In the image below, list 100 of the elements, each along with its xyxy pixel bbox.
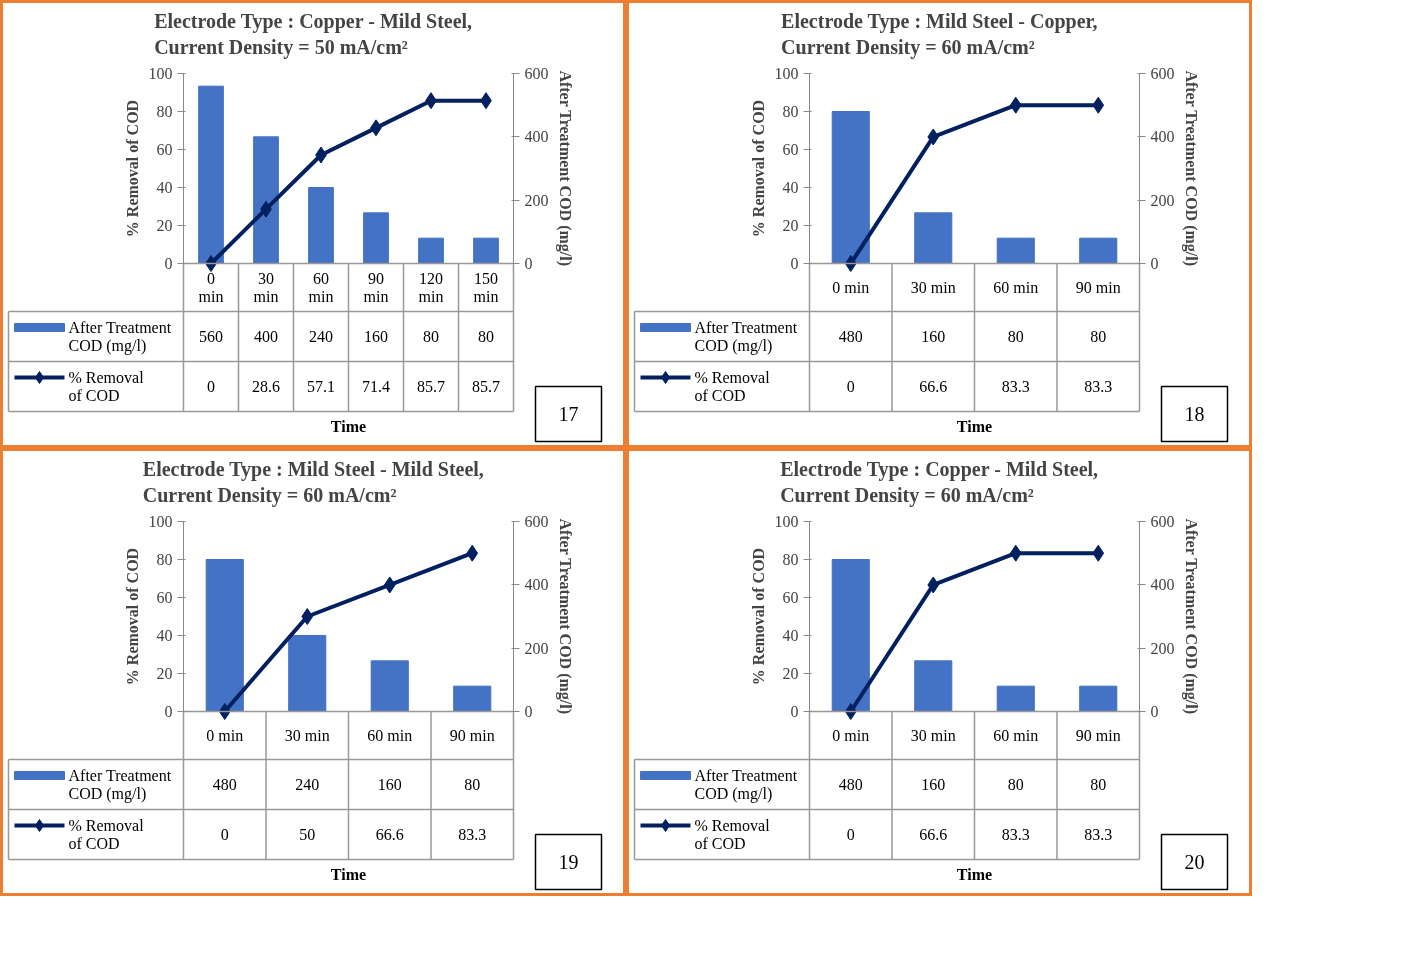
chart-title: Electrode Type : Mild Steel - Mild Steel, Current Density = 60 mA/cm² bbox=[142, 458, 484, 508]
point bbox=[1009, 96, 1022, 114]
bar bbox=[253, 136, 279, 264]
bar bbox=[370, 660, 409, 712]
x-axis-title: Time bbox=[956, 418, 993, 435]
data-label: 480 bbox=[838, 328, 863, 345]
data-label: 0 bbox=[207, 378, 215, 395]
y2-tick-label: 0 bbox=[524, 255, 533, 272]
x-tick-label: 30 min bbox=[284, 727, 330, 744]
bar bbox=[198, 85, 224, 264]
y-tick-label: 20 bbox=[156, 665, 173, 682]
bar bbox=[996, 237, 1035, 264]
y-tick-label: 20 bbox=[782, 217, 799, 234]
y-tick-label: 40 bbox=[782, 179, 799, 196]
point bbox=[1092, 544, 1105, 562]
data-label: 240 bbox=[309, 328, 333, 345]
bar bbox=[363, 212, 389, 264]
x-tick-label: 30 min bbox=[910, 279, 956, 296]
data-label: 83.3 bbox=[1001, 378, 1030, 395]
y-tick-label: 40 bbox=[156, 179, 173, 196]
y-tick-label: 40 bbox=[782, 627, 799, 644]
y-tick-label: 20 bbox=[156, 217, 173, 234]
y-tick-label: 60 bbox=[782, 589, 799, 606]
data-label: 160 bbox=[921, 776, 946, 793]
y-axis-title: % Removal of COD bbox=[749, 547, 767, 686]
data-label: 71.4 bbox=[362, 378, 390, 395]
y-tick-label: 100 bbox=[148, 513, 173, 530]
y-tick-label: 60 bbox=[156, 589, 173, 606]
x-axis-title: Time bbox=[330, 866, 367, 883]
bar bbox=[831, 111, 870, 264]
y-tick-label: 100 bbox=[148, 65, 173, 82]
y2-tick-label: 200 bbox=[1150, 639, 1175, 657]
data-label: 80 bbox=[464, 776, 481, 793]
data-label: 480 bbox=[838, 776, 863, 793]
point bbox=[844, 255, 857, 272]
text: 18 bbox=[1184, 403, 1205, 425]
bar bbox=[418, 237, 444, 264]
legend-label: % Removal of COD bbox=[68, 368, 145, 405]
text: 19 bbox=[558, 851, 579, 873]
data-label: 160 bbox=[921, 328, 946, 345]
legend-label: After Treatment COD (mg/l) bbox=[68, 766, 172, 804]
data-label: 240 bbox=[295, 776, 320, 793]
bar bbox=[1079, 237, 1118, 264]
y-tick-label: 0 bbox=[164, 255, 173, 272]
y2-tick-label: 400 bbox=[524, 576, 549, 594]
x-tick-label: 0 min bbox=[206, 727, 244, 744]
legend-label: % Removal of COD bbox=[694, 368, 771, 405]
data-label: 50 bbox=[299, 826, 316, 843]
point bbox=[1009, 544, 1022, 562]
y-axis-title: % Removal of COD bbox=[123, 99, 141, 238]
x-tick-label: 60 min bbox=[308, 269, 334, 306]
y2-axis-title: After Treatment COD (mg/l) bbox=[1181, 70, 1200, 267]
y2-tick-label: 400 bbox=[1150, 128, 1175, 146]
y-tick-label: 80 bbox=[156, 103, 173, 120]
bar bbox=[1079, 685, 1118, 712]
y-tick-label: 60 bbox=[156, 141, 173, 158]
x-tick-label: 120 min bbox=[418, 269, 444, 306]
data-label: 80 bbox=[423, 328, 439, 345]
y2-axis-title: After Treatment COD (mg/l) bbox=[555, 518, 574, 715]
point bbox=[218, 703, 231, 720]
x-tick-label: 30 min bbox=[253, 269, 279, 306]
data-label: 83.3 bbox=[1084, 378, 1113, 395]
y2-tick-label: 400 bbox=[524, 128, 549, 146]
data-label: 28.6 bbox=[252, 378, 280, 395]
x-tick-label: 60 min bbox=[993, 279, 1039, 296]
y-tick-label: 40 bbox=[156, 627, 173, 644]
data-label: 160 bbox=[364, 328, 388, 345]
y-tick-label: 80 bbox=[782, 551, 799, 568]
y-tick-label: 80 bbox=[782, 103, 799, 120]
y2-tick-label: 400 bbox=[1150, 576, 1175, 594]
x-tick-label: 0 min bbox=[832, 727, 870, 744]
legend-label: % Removal of COD bbox=[68, 816, 145, 853]
bar bbox=[914, 212, 953, 264]
data-label: 0 bbox=[846, 826, 855, 843]
x-tick-label: 90 min bbox=[1075, 727, 1121, 744]
point bbox=[301, 608, 314, 625]
data-label: 560 bbox=[199, 328, 223, 345]
data-label: 80 bbox=[1007, 776, 1024, 793]
x-tick-label: 90 min bbox=[449, 727, 495, 744]
x-tick-label: 0 min bbox=[198, 269, 224, 306]
data-label: 57.1 bbox=[307, 378, 335, 395]
legend-label: After Treatment COD (mg/l) bbox=[694, 318, 798, 356]
point bbox=[466, 544, 479, 562]
legend-label: After Treatment COD (mg/l) bbox=[68, 318, 172, 356]
data-label: 80 bbox=[478, 328, 494, 345]
data-label: 66.6 bbox=[375, 826, 404, 843]
y-tick-label: 80 bbox=[156, 551, 173, 568]
bar bbox=[996, 685, 1035, 712]
y-axis-title: % Removal of COD bbox=[749, 99, 767, 238]
legend-label: After Treatment COD (mg/l) bbox=[694, 766, 798, 804]
point bbox=[844, 703, 857, 720]
y-tick-label: 60 bbox=[782, 141, 799, 158]
chart-title: Electrode Type : Mild Steel - Copper, Current Density = 60 mA/cm² bbox=[781, 10, 1098, 60]
data-label: 85.7 bbox=[417, 378, 445, 395]
point bbox=[927, 128, 940, 146]
y-tick-label: 100 bbox=[774, 65, 799, 82]
y-tick-label: 0 bbox=[164, 703, 173, 720]
x-tick-label: 60 min bbox=[993, 727, 1039, 744]
text: 20 bbox=[1184, 851, 1205, 873]
y2-axis-title: After Treatment COD (mg/l) bbox=[1181, 518, 1200, 715]
